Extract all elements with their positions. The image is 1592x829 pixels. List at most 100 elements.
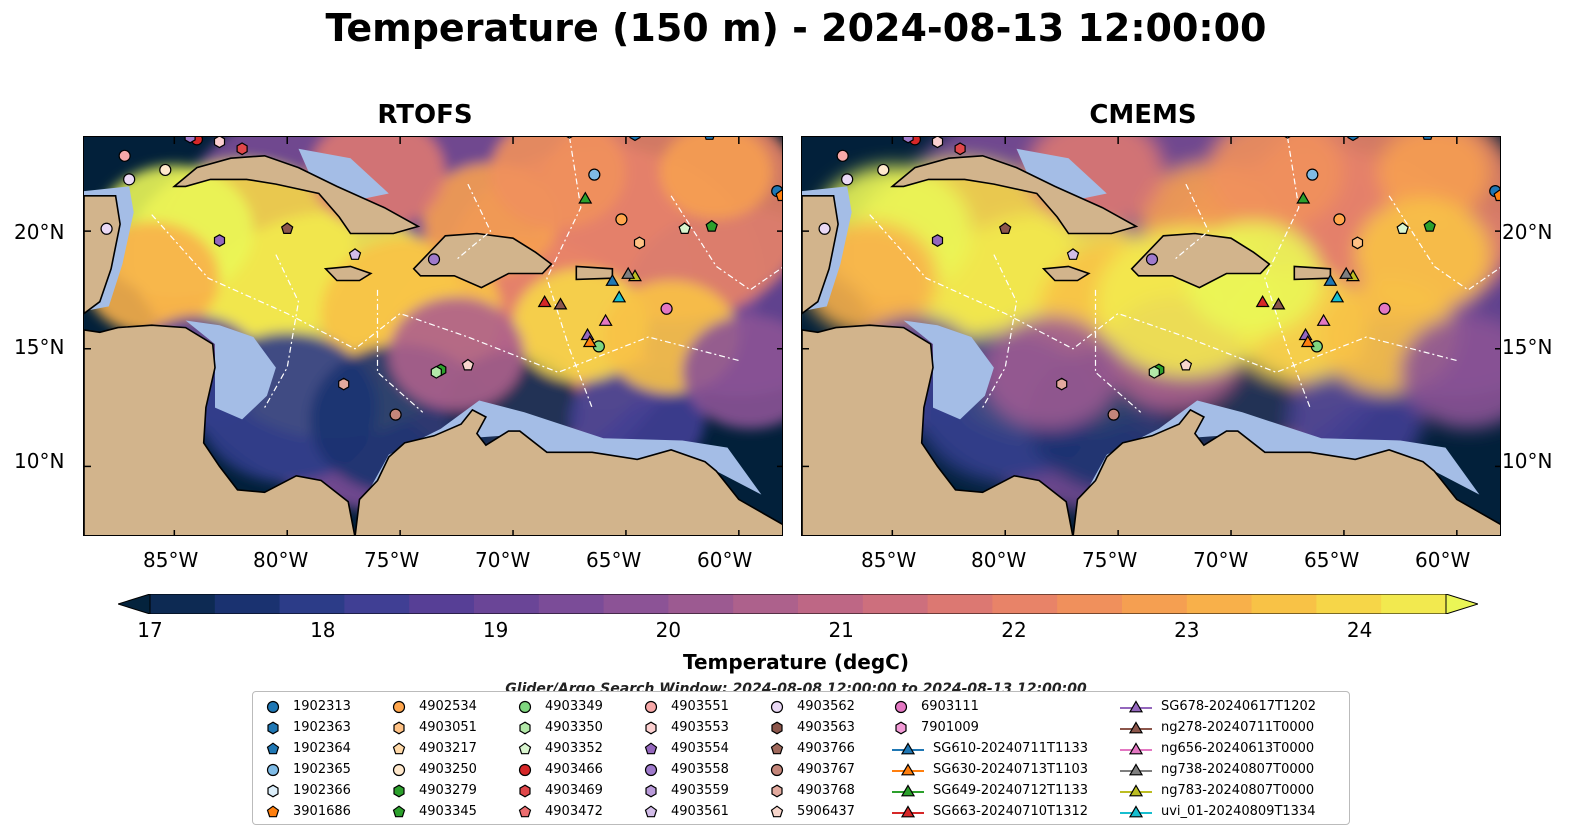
- lat-label-10n-right: 10°N: [1502, 449, 1553, 473]
- triangle-legend-icon: [1128, 699, 1144, 712]
- legend-label: 4903767: [797, 762, 855, 777]
- colorbar-segment: [474, 594, 540, 614]
- circle-marker: [818, 222, 831, 235]
- eez-boundaries: [151, 137, 782, 413]
- triangle-marker: [1255, 295, 1270, 308]
- hexagon-marker: [1284, 137, 1291, 139]
- legend-label: 4903551: [671, 699, 729, 714]
- legend-label: 4903563: [797, 720, 855, 735]
- legend-label: 4903350: [545, 720, 603, 735]
- legend-label: 4903349: [545, 699, 603, 714]
- circle-marker: [123, 173, 136, 186]
- legend-label: 4903558: [671, 762, 729, 777]
- colorbar-segment: [603, 594, 669, 614]
- legend-item: 4903217: [389, 738, 477, 759]
- legend-item: uvi_01-20240809T1334: [1119, 801, 1316, 822]
- triangle-legend-icon: [900, 741, 916, 754]
- legend-label: uvi_01-20240809T1334: [1161, 804, 1316, 819]
- pentagon-legend-icon: [770, 741, 784, 754]
- colorbar-segment: [1186, 594, 1253, 614]
- pentagon-marker: [678, 222, 691, 235]
- colorbar-tick-label: 20: [655, 618, 682, 642]
- hexagon-marker: [1148, 365, 1160, 379]
- legend-label: 4903472: [545, 804, 603, 819]
- circle-marker: [159, 163, 172, 177]
- legend-item: SG630-20240713T1103: [891, 759, 1088, 780]
- legend-label: 4903559: [671, 783, 729, 798]
- legend-item: 3901686: [263, 801, 351, 822]
- circle-marker: [588, 168, 601, 181]
- pentagon-marker: [704, 137, 715, 140]
- legend-label: SG663-20240710T1312: [933, 804, 1089, 819]
- circle-marker: [841, 173, 854, 186]
- legend-column: 1902313 1902363 1902364 1902365 1902366 39016…: [263, 696, 351, 822]
- triangle-marker: [1300, 335, 1315, 348]
- legend-label: 1902364: [293, 741, 351, 756]
- legend-label: ng738-20240807T0000: [1161, 762, 1315, 777]
- triangle-legend-icon: [900, 783, 916, 796]
- circle-legend-icon: [894, 700, 908, 713]
- circle-legend-icon: [518, 700, 532, 713]
- hexagon-marker: [430, 365, 442, 379]
- legend-label: 5906437: [797, 804, 855, 819]
- panel-title-rtofs: RTOFS: [377, 100, 473, 130]
- legend-label: 4903766: [797, 741, 855, 756]
- triangle-marker: [1323, 273, 1338, 286]
- legend-label: 4903554: [671, 741, 729, 756]
- colorbar-segment: [1251, 594, 1317, 614]
- legend-label: SG610-20240711T1133: [933, 741, 1089, 756]
- pentagon-marker: [461, 358, 475, 371]
- triangle-marker: [1316, 313, 1331, 326]
- cmems-map[interactable]: [801, 136, 1501, 536]
- circle-legend-icon: [770, 763, 784, 776]
- triangle-marker: [537, 295, 552, 308]
- legend-label: 6903111: [921, 699, 979, 714]
- legend-label: 4903279: [419, 783, 477, 798]
- circle-legend-icon: [392, 763, 406, 776]
- colorbar-segment: [1057, 594, 1123, 614]
- colorbar-tick-label: 23: [1174, 618, 1200, 642]
- triangle-marker: [598, 313, 613, 326]
- pentagon-marker: [1066, 248, 1080, 260]
- legend-column: SG678-20240617T1202 ng278-20240711T0000 ng…: [1119, 696, 1316, 822]
- lon-label-70w-left: 70°W: [475, 548, 531, 572]
- lon-label-60w-left: 60°W: [697, 548, 753, 572]
- legend-label: 1902313: [293, 699, 351, 714]
- colorbar-segment: [150, 594, 216, 614]
- circle-marker: [427, 253, 441, 266]
- triangle-marker: [1330, 290, 1345, 303]
- triangle-legend-icon: [1128, 762, 1144, 775]
- lat-label-15n-left: 15°N: [14, 335, 65, 359]
- pentagon-legend-icon: [518, 741, 532, 754]
- triangle-legend-icon: [1128, 804, 1144, 817]
- hexagon-marker: [1347, 137, 1359, 142]
- legend-label: ng656-20240613T0000: [1161, 741, 1315, 756]
- rtofs-map[interactable]: [83, 136, 783, 536]
- legend-item: 4903561: [641, 801, 729, 822]
- hexagon-legend-icon: [267, 784, 279, 797]
- legend-label: SG630-20240713T1103: [933, 762, 1089, 777]
- circle-marker: [1145, 253, 1159, 266]
- land: [84, 154, 782, 535]
- lon-label-65w-right: 65°W: [1304, 548, 1360, 572]
- legend-item: 1902363: [263, 717, 351, 738]
- triangle-marker: [1296, 191, 1311, 204]
- legend-item: SG649-20240712T1133: [891, 780, 1088, 801]
- legend-label: 4903466: [545, 762, 603, 777]
- hexagon-legend-icon: [771, 784, 783, 797]
- circle-legend-icon: [266, 700, 280, 713]
- pentagon-legend-icon: [644, 741, 658, 754]
- legend: 1902313 1902363 1902364 1902365 1902366 39016…: [252, 691, 1350, 825]
- colorbar-tick-label: 22: [1001, 618, 1027, 642]
- hexagon-marker: [633, 236, 646, 250]
- legend-label: 4903250: [419, 762, 477, 777]
- legend-item: 4903345: [389, 801, 477, 822]
- hexagon-marker: [1351, 236, 1364, 250]
- colorbar-extend-high: [1445, 593, 1480, 615]
- pentagon-legend-icon: [518, 804, 532, 817]
- legend-item: 4903551: [641, 696, 729, 717]
- legend-column: 4903349 4903350 4903352 4903466 4903469 49034…: [515, 696, 603, 822]
- colorbar-segment: [862, 594, 929, 614]
- legend-item: 4903350: [515, 717, 603, 738]
- triangle-legend-icon: [1128, 720, 1144, 733]
